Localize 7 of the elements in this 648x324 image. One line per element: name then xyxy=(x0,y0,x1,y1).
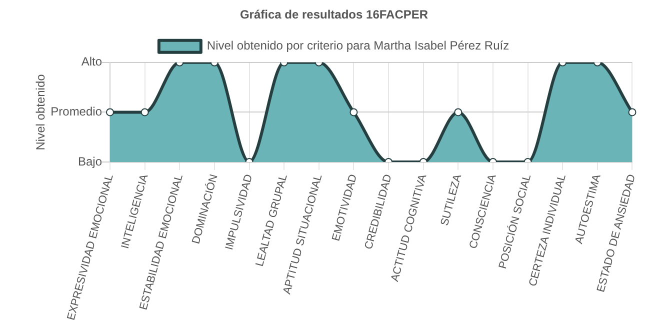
text: Alto xyxy=(81,54,102,69)
text: Bajo xyxy=(78,154,102,168)
x-tick-label: LEALTAD GRUPAL xyxy=(254,173,290,268)
legend-label: Nivel obtenido por criterio para Martha Isabel Pérez Ruíz xyxy=(206,38,510,53)
y-axis-title: Nivel obtenido xyxy=(34,74,48,150)
chart-title: Gráfica de resultados 16FACPER xyxy=(240,8,428,22)
text: Promedio xyxy=(50,104,102,119)
